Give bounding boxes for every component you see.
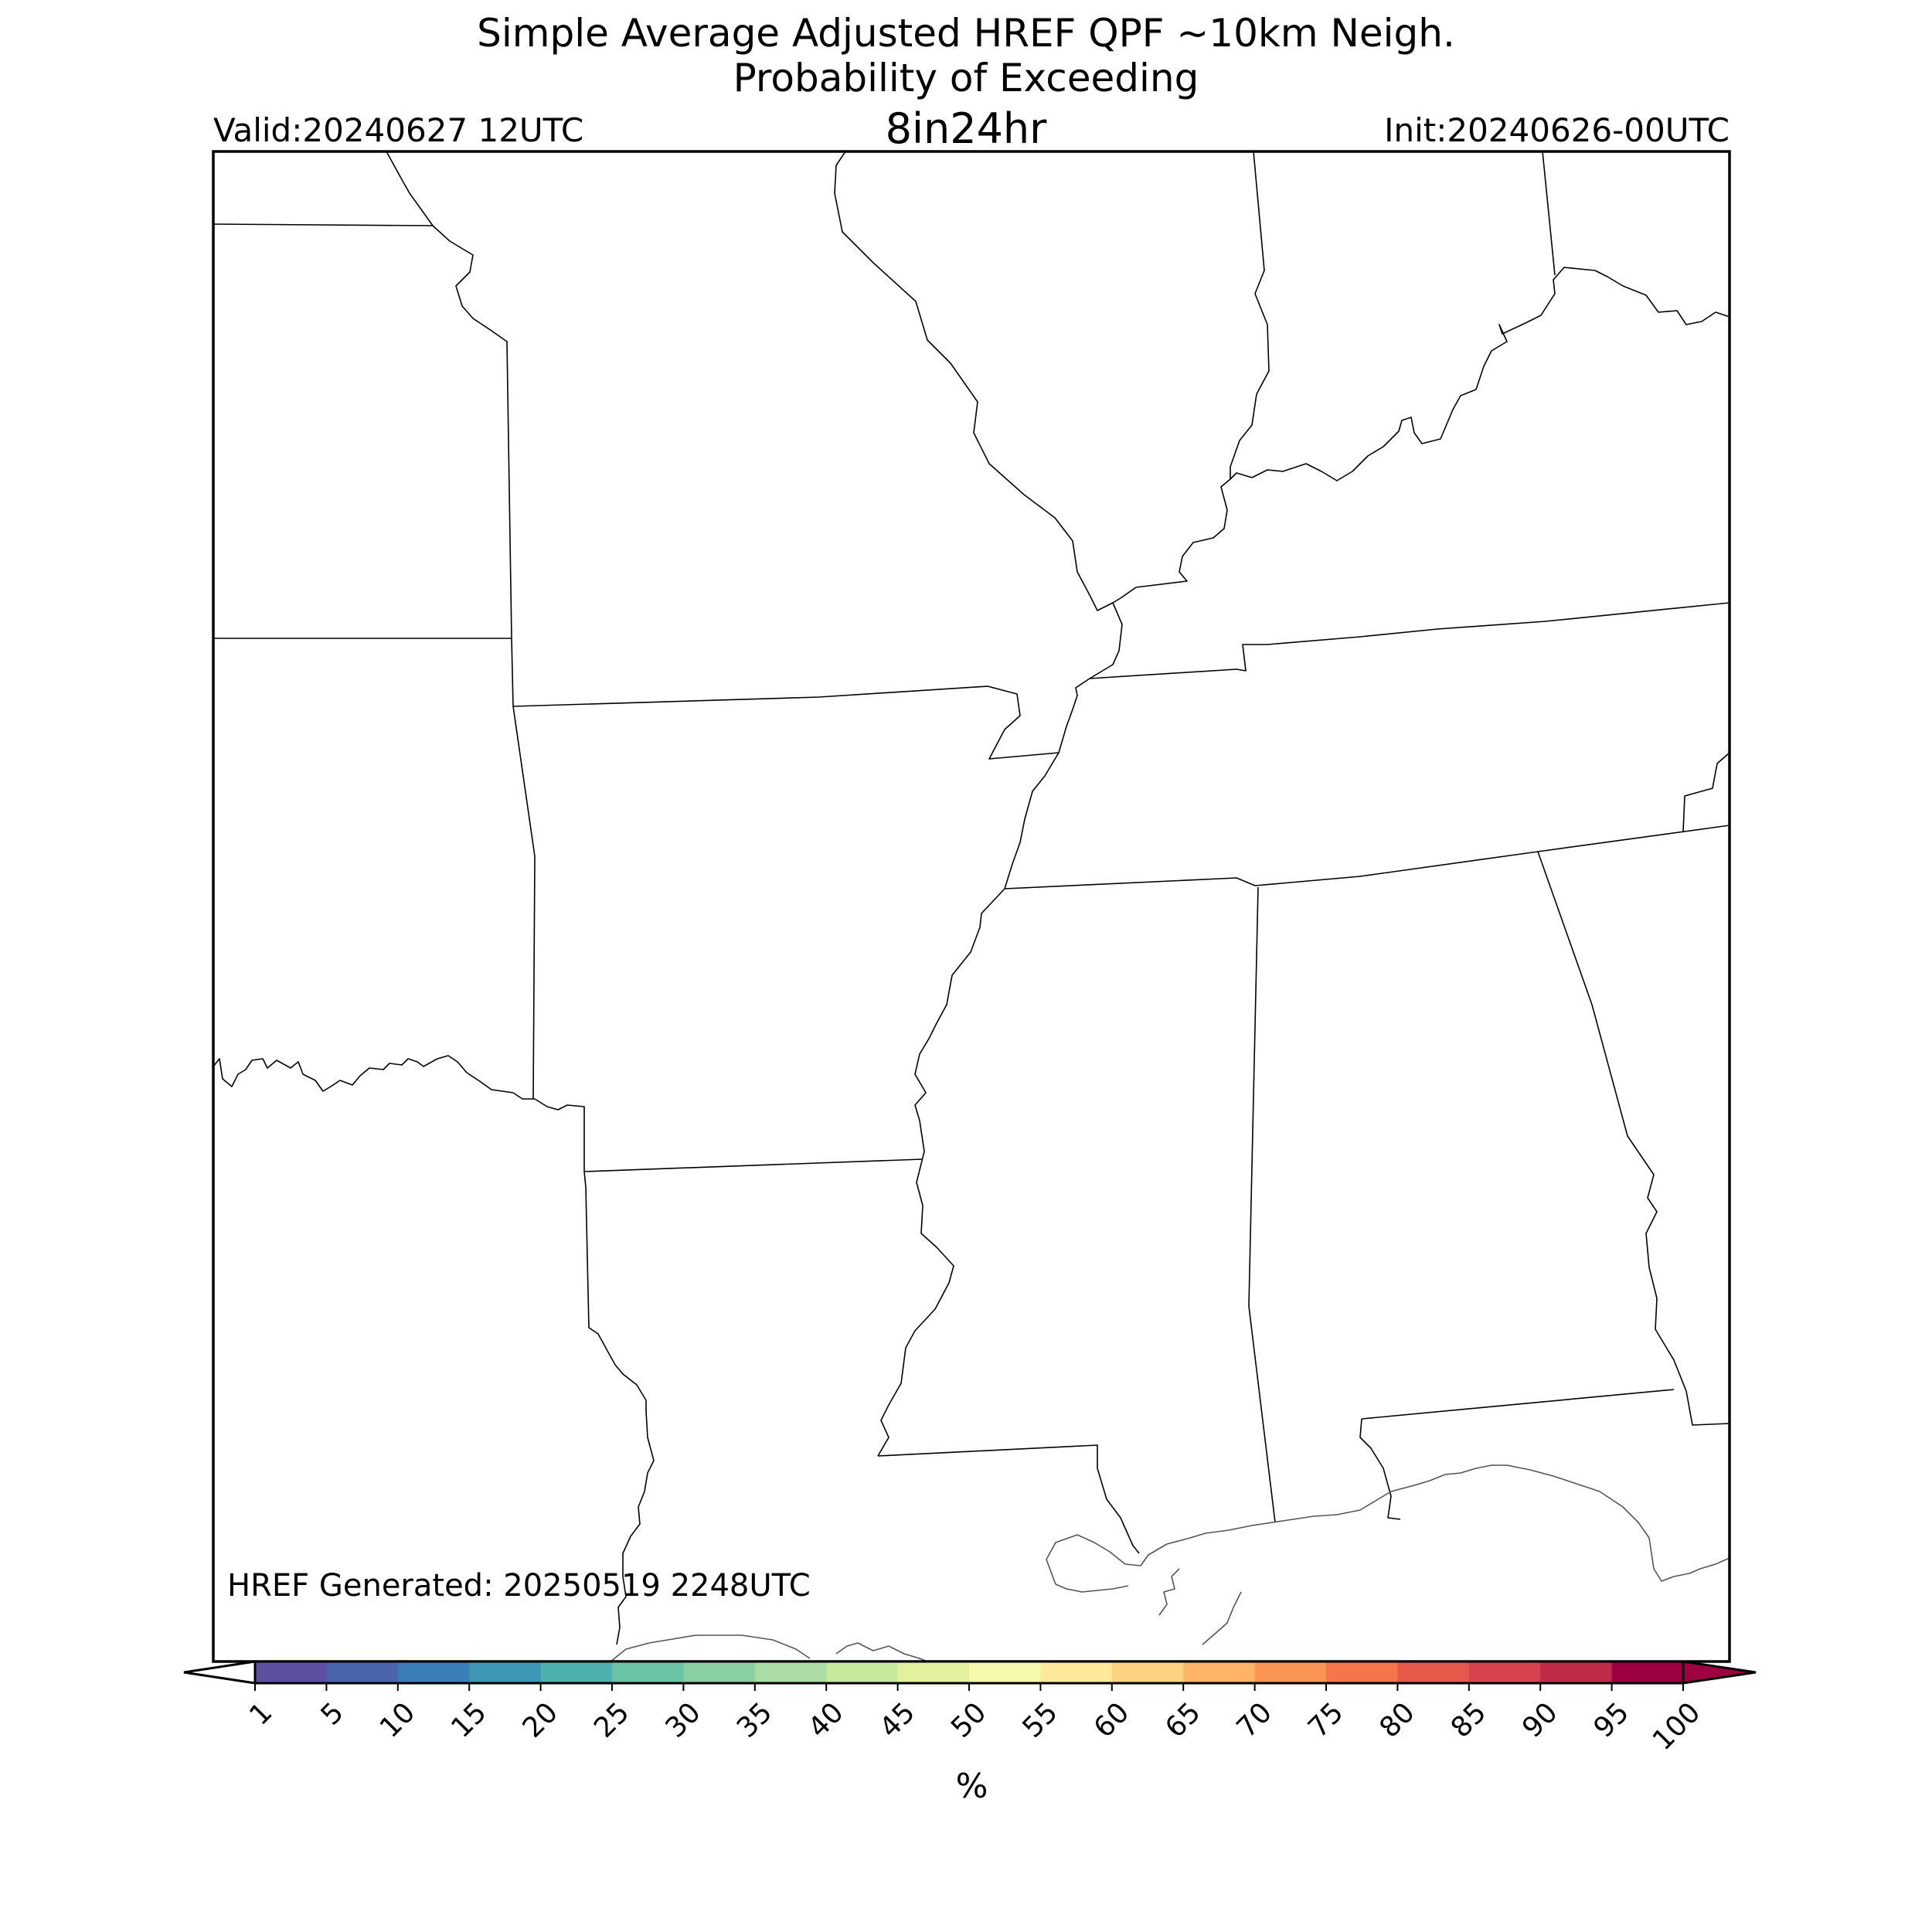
- colorbar-segment: [1254, 1662, 1327, 1683]
- colorbar-tick-label: 1: [243, 1696, 278, 1731]
- coastline: [1158, 1568, 1180, 1616]
- colorbar-segment: [612, 1662, 684, 1683]
- state-border: [1248, 886, 1276, 1523]
- colorbar-segment: [1397, 1662, 1470, 1683]
- state-border: [1359, 1418, 1401, 1520]
- chart-title-line2: Probability of Exceeding: [733, 56, 1199, 100]
- init-time: Init:20240626-00UTC: [1384, 111, 1730, 149]
- colorbar-tick-label: 80: [1373, 1696, 1420, 1743]
- colorbar-segment: [1183, 1662, 1256, 1683]
- state-border: [1537, 851, 1730, 1426]
- valid-time: Valid:20240627 12UTC: [213, 111, 584, 149]
- colorbar-tick-label: 55: [1016, 1696, 1063, 1743]
- colorbar-segment: [1468, 1662, 1541, 1683]
- colorbar-segment: [754, 1662, 827, 1683]
- colorbar-tick-label: 40: [802, 1696, 849, 1743]
- colorbar-tick-label: 45: [874, 1696, 921, 1743]
- state-border: [512, 685, 1060, 760]
- coastline: [835, 1642, 928, 1662]
- colorbar-tick-label: 65: [1159, 1696, 1206, 1743]
- colorbar-segment: [1611, 1662, 1684, 1683]
- colorbar-segment: [540, 1662, 613, 1683]
- colorbar-tick-label: 20: [517, 1696, 564, 1743]
- state-border: [1089, 602, 1730, 679]
- colorbar-tick-label: 30: [659, 1696, 706, 1743]
- colorbar-unit: %: [955, 1767, 988, 1806]
- colorbar-over-extension: [1682, 1660, 1757, 1685]
- colorbar-tick-label: 25: [588, 1696, 635, 1743]
- colorbar-tick-label: 35: [731, 1696, 778, 1743]
- colorbar-segment: [826, 1662, 899, 1683]
- colorbar-tick-label: 50: [945, 1696, 992, 1743]
- colorbar-tick-label: 15: [445, 1696, 492, 1743]
- colorbar-tick-label: 85: [1445, 1696, 1492, 1743]
- colorbar-segment: [1326, 1662, 1398, 1683]
- colorbar-tick-label: 95: [1588, 1696, 1635, 1743]
- product-label: 8in24hr: [885, 104, 1047, 153]
- colorbar-segment: [255, 1662, 327, 1683]
- colorbar-segment: [326, 1662, 399, 1683]
- state-border: [1112, 151, 1270, 604]
- colorbar-segment: [897, 1662, 970, 1683]
- colorbar-tick-label: 75: [1302, 1696, 1349, 1743]
- state-border: [213, 1055, 535, 1100]
- state-border: [834, 151, 1123, 1457]
- state-border: [583, 1171, 655, 1645]
- colorbar-segment: [1540, 1662, 1613, 1683]
- state-border: [583, 1158, 923, 1172]
- colorbar-segment: [1111, 1662, 1184, 1683]
- state-border: [1542, 151, 1556, 276]
- state-border: [877, 1444, 1140, 1554]
- colorbar-segment: [683, 1662, 756, 1683]
- colorbar-segment: [1040, 1662, 1113, 1683]
- colorbar-tick-label: 70: [1231, 1696, 1278, 1743]
- chart-title-line1: Simple Average Adjusted HREF QPF ~10km N…: [477, 11, 1455, 56]
- generated-time: HREF Generated: 20250519 2248UTC: [227, 1568, 811, 1604]
- state-border: [1682, 752, 1730, 832]
- colorbar-tick-label: 5: [315, 1696, 350, 1731]
- coastline: [1055, 1583, 1129, 1593]
- state-border: [213, 223, 434, 226]
- colorbar-segment: [397, 1662, 470, 1683]
- colorbar-segment: [469, 1662, 542, 1683]
- colorbar-segment: [969, 1662, 1041, 1683]
- colorbar-tick-label: 100: [1647, 1696, 1707, 1757]
- state-border: [1361, 1389, 1675, 1420]
- state-border: [386, 151, 536, 1100]
- state-border: [1004, 825, 1730, 889]
- colorbar-tick-label: 90: [1516, 1696, 1563, 1743]
- coastline: [1046, 1464, 1730, 1585]
- coastline: [1202, 1591, 1242, 1645]
- colorbar-under-extension: [183, 1660, 257, 1685]
- colorbar-tick-label: 10: [374, 1696, 421, 1743]
- state-border: [534, 1098, 585, 1172]
- coastline: [610, 1634, 811, 1662]
- colorbar-tick-label: 60: [1088, 1696, 1135, 1743]
- state-border: [1230, 267, 1730, 481]
